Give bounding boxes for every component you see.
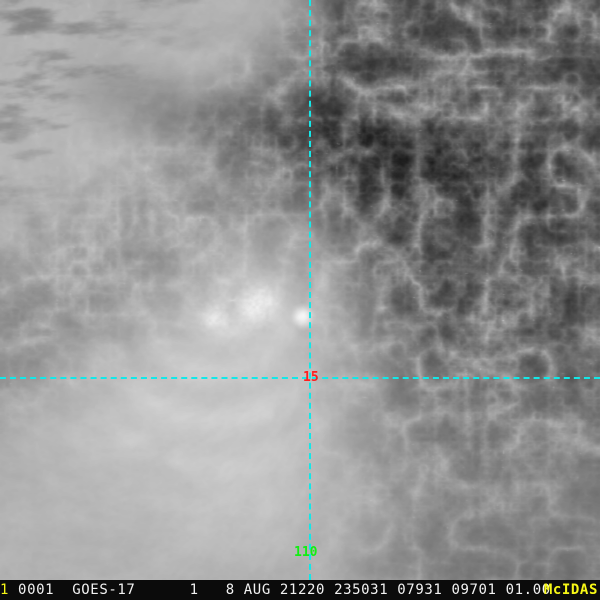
longitude-label: 110 — [294, 545, 318, 560]
satellite-imagery-canvas — [0, 0, 600, 580]
latitude-label: 15 — [303, 370, 319, 385]
status-bar: 1 0001 GOES-17 1 8 AUG 21220 235031 0793… — [0, 580, 600, 600]
mcidas-brand-label: McIDAS — [543, 582, 598, 598]
status-bar-text: 0001 GOES-17 1 8 AUG 21220 235031 07931 … — [9, 582, 551, 598]
satellite-image-panel — [0, 0, 600, 580]
frame-number: 1 — [0, 582, 10, 598]
